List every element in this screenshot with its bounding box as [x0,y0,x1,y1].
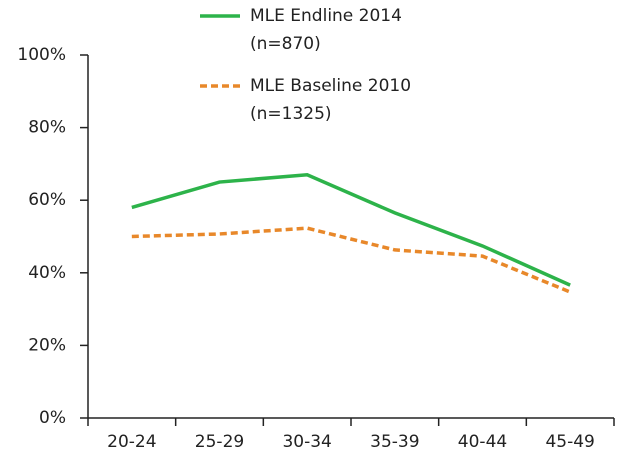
y-tick-label: 60% [28,190,66,210]
y-tick-label: 100% [17,45,66,65]
y-tick-label: 80% [28,118,66,138]
legend-label: MLE Endline 2014 [250,6,402,26]
y-tick-label: 40% [28,263,66,283]
legend-sample: (n=1325) [250,104,332,124]
y-tick-label: 0% [39,408,66,428]
series-line [131,226,571,294]
x-tick-label: 25-29 [195,432,244,452]
x-tick-label: 30-34 [282,432,331,452]
series-line [131,173,571,287]
x-tick-label: 35-39 [370,432,419,452]
x-tick-label: 45-49 [545,432,594,452]
legend-label: MLE Baseline 2010 [250,76,411,96]
x-tick-label: 20-24 [107,432,156,452]
legend-sample: (n=870) [250,34,321,54]
y-tick-label: 20% [28,335,66,355]
x-tick-label: 40-44 [458,432,507,452]
